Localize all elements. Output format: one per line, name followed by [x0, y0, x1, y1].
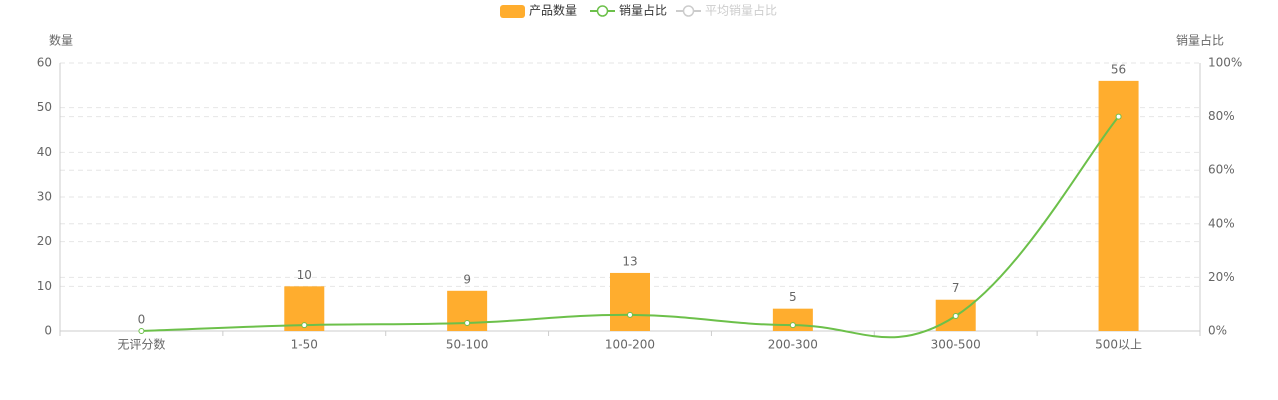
data-label: 0	[138, 313, 146, 327]
data-label: 5	[789, 290, 797, 304]
y2-tick-label: 20%	[1208, 270, 1235, 284]
y2-tick-label: 80%	[1208, 109, 1235, 123]
line-point	[138, 328, 145, 334]
bar	[610, 272, 650, 331]
y2-tick-label: 0%	[1208, 324, 1227, 338]
y-tick-label: 0	[44, 324, 52, 338]
y2-tick-label: 40%	[1208, 216, 1235, 230]
x-tick-label: 无评分数	[117, 337, 165, 352]
y-axis-label: 数量	[49, 33, 73, 48]
data-label: 7	[952, 281, 960, 295]
y-tick-label: 10	[37, 279, 52, 293]
data-label: 56	[1111, 62, 1126, 76]
legend-label: 销量占比	[619, 3, 667, 18]
y-tick-label: 60	[37, 56, 52, 70]
line-point	[789, 322, 796, 329]
y2-tick-label: 60%	[1208, 163, 1235, 177]
legend-icon	[596, 5, 609, 17]
legend-icon	[682, 5, 695, 17]
x-tick-label: 50-100	[446, 338, 489, 352]
line-point	[627, 311, 633, 318]
x-tick-label: 200-300	[768, 338, 818, 352]
data-label: 13	[622, 254, 637, 268]
bar	[1098, 80, 1139, 331]
y-tick-label: 20	[37, 234, 52, 248]
line-point	[952, 312, 959, 319]
x-tick-label: 300-500	[931, 338, 981, 352]
legend-label: 产品数量	[529, 3, 577, 18]
y-tick-label: 40	[37, 145, 52, 159]
x-tick-label: 1-50	[291, 338, 318, 352]
line-point	[464, 319, 471, 326]
y2-tick-label: 100%	[1208, 56, 1242, 70]
line-point	[1115, 113, 1122, 120]
y-tick-label: 50	[37, 100, 52, 114]
y-tick-label: 30	[37, 190, 52, 204]
data-label: 10	[297, 268, 312, 282]
line-point	[301, 322, 308, 329]
legend-label: 平均销量占比	[705, 3, 777, 18]
x-tick-label: 500以上	[1095, 338, 1142, 352]
x-tick-label: 100-200	[605, 338, 655, 352]
data-label: 9	[463, 272, 471, 286]
legend-icon	[500, 5, 525, 18]
y2-axis-label: 销量占比	[1176, 33, 1224, 48]
